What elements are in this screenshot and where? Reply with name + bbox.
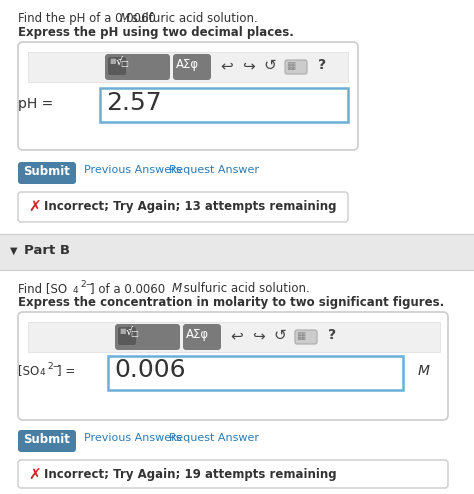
- Text: Find the pH of a 0.0060: Find the pH of a 0.0060: [18, 12, 160, 25]
- Text: 2.57: 2.57: [106, 91, 162, 115]
- Text: Request Answer: Request Answer: [169, 165, 259, 175]
- Text: ΑΣφ: ΑΣφ: [176, 58, 199, 71]
- FancyBboxPatch shape: [105, 54, 170, 80]
- Text: ▦: ▦: [296, 331, 305, 341]
- Text: ] of a 0.0060: ] of a 0.0060: [90, 282, 169, 295]
- Text: sulfuric acid solution.: sulfuric acid solution.: [128, 12, 258, 25]
- Text: Previous Answers: Previous Answers: [84, 433, 182, 443]
- Text: 4: 4: [73, 286, 79, 295]
- Text: ✗: ✗: [28, 200, 41, 215]
- FancyBboxPatch shape: [18, 460, 448, 488]
- Text: pH =: pH =: [18, 97, 58, 111]
- Text: Submit: Submit: [24, 165, 71, 178]
- Text: Previous Answers: Previous Answers: [84, 165, 182, 175]
- Text: ̄□: ̄□: [121, 59, 129, 68]
- FancyBboxPatch shape: [18, 430, 76, 452]
- Text: Part B: Part B: [24, 244, 70, 257]
- FancyBboxPatch shape: [118, 327, 136, 345]
- Text: ΑΣφ: ΑΣφ: [186, 328, 209, 341]
- Text: 2−: 2−: [47, 362, 60, 371]
- Text: 2−: 2−: [80, 280, 93, 289]
- FancyBboxPatch shape: [183, 324, 221, 350]
- Text: √: √: [116, 57, 123, 67]
- Text: Request Answer: Request Answer: [169, 433, 259, 443]
- Text: ■: ■: [109, 58, 116, 64]
- Text: M: M: [120, 12, 130, 25]
- Text: ̄□: ̄□: [131, 329, 139, 338]
- Text: 0.006: 0.006: [114, 358, 186, 382]
- Text: ↪: ↪: [242, 58, 255, 73]
- FancyBboxPatch shape: [108, 57, 126, 75]
- Text: Incorrect; Try Again; 19 attempts remaining: Incorrect; Try Again; 19 attempts remain…: [44, 468, 337, 481]
- FancyBboxPatch shape: [18, 162, 76, 184]
- FancyBboxPatch shape: [285, 60, 307, 74]
- Text: √: √: [126, 327, 133, 337]
- Text: Incorrect; Try Again; 13 attempts remaining: Incorrect; Try Again; 13 attempts remain…: [44, 200, 337, 213]
- Text: ▼: ▼: [10, 246, 18, 256]
- FancyBboxPatch shape: [18, 312, 448, 420]
- Text: [SO: [SO: [18, 364, 39, 377]
- Bar: [0, 234, 474, 270]
- Text: ] =: ] =: [57, 364, 75, 377]
- Text: Submit: Submit: [24, 433, 71, 446]
- FancyBboxPatch shape: [18, 192, 348, 222]
- Text: Express the pH using two decimal places.: Express the pH using two decimal places.: [18, 26, 294, 39]
- Text: ↺: ↺: [263, 58, 276, 73]
- Text: ✗: ✗: [28, 468, 41, 483]
- Bar: [100, 88, 348, 122]
- FancyBboxPatch shape: [18, 42, 358, 150]
- Bar: [28, 322, 440, 352]
- Text: ↩: ↩: [220, 58, 233, 73]
- Text: M: M: [172, 282, 182, 295]
- Text: ↪: ↪: [252, 328, 265, 343]
- Text: ?: ?: [318, 58, 326, 72]
- Text: ↩: ↩: [230, 328, 243, 343]
- Text: Express the concentration in molarity to two significant figures.: Express the concentration in molarity to…: [18, 296, 444, 309]
- Bar: [28, 52, 348, 82]
- Text: Find [SO: Find [SO: [18, 282, 67, 295]
- Text: ?: ?: [328, 328, 336, 342]
- Text: ↺: ↺: [273, 328, 286, 343]
- FancyBboxPatch shape: [115, 324, 180, 350]
- Bar: [108, 356, 403, 390]
- FancyBboxPatch shape: [295, 330, 317, 344]
- Text: 4: 4: [40, 368, 46, 377]
- Text: ▦: ▦: [286, 61, 295, 71]
- Text: sulfuric acid solution.: sulfuric acid solution.: [180, 282, 310, 295]
- FancyBboxPatch shape: [173, 54, 211, 80]
- Text: M: M: [418, 364, 430, 378]
- Text: ■: ■: [119, 328, 126, 334]
